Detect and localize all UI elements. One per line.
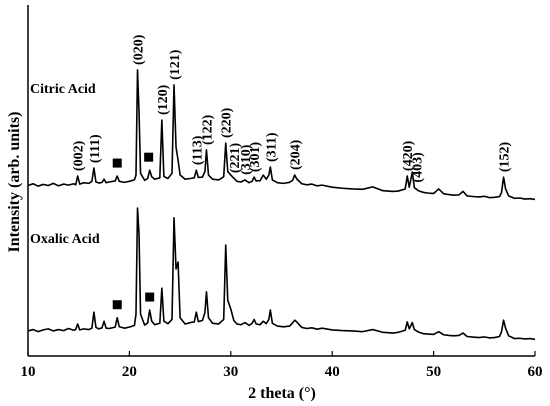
peak-label: (310)	[239, 144, 254, 175]
peak-label: (113)	[190, 135, 205, 165]
peak-label: (020)	[132, 34, 147, 65]
x-tick-label: 40	[325, 364, 340, 380]
peak-label: (152)	[498, 141, 513, 172]
y-axis-label: Intensity (arb. units)	[6, 112, 23, 253]
peak-label: (220)	[220, 107, 235, 138]
peak-label: (311)	[264, 132, 279, 162]
series-label: Oxalic Acid	[30, 232, 100, 247]
x-axis-label: 2 theta (°)	[248, 385, 316, 402]
peak-marker	[112, 300, 122, 310]
peak-label: (121)	[168, 49, 183, 80]
x-tick-label: 60	[528, 364, 543, 380]
peak-label: (204)	[289, 139, 304, 170]
peak-marker	[145, 292, 155, 302]
x-tick-label: 20	[122, 364, 137, 380]
x-tick-label: 50	[426, 364, 441, 380]
peak-label: (301)	[248, 141, 263, 172]
peak-label: (420)	[401, 140, 416, 171]
peak-label: (002)	[72, 140, 87, 171]
peak-marker	[112, 158, 122, 168]
data-line	[27, 69, 536, 201]
data-line	[27, 207, 536, 341]
peak-marker	[144, 152, 154, 162]
peak-label: (111)	[88, 134, 103, 163]
x-tick-label: 30	[223, 364, 238, 380]
peak-label: (221)	[228, 143, 243, 174]
peak-label: (122)	[200, 114, 215, 145]
series-label: Citric Acid	[30, 82, 96, 97]
x-tick-label: 10	[21, 364, 36, 380]
peak-label: (403)	[410, 152, 425, 183]
peak-label: (120)	[156, 84, 171, 115]
